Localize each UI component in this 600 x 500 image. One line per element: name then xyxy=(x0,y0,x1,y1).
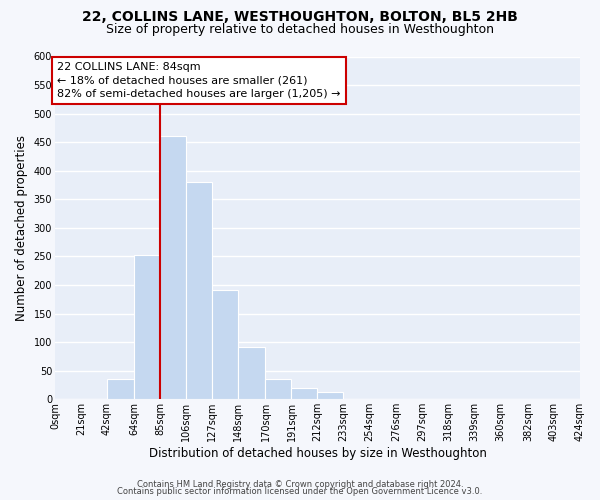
Bar xyxy=(134,256,160,400)
Text: 22, COLLINS LANE, WESTHOUGHTON, BOLTON, BL5 2HB: 22, COLLINS LANE, WESTHOUGHTON, BOLTON, … xyxy=(82,10,518,24)
Bar xyxy=(107,380,134,400)
Text: Contains HM Land Registry data © Crown copyright and database right 2024.: Contains HM Land Registry data © Crown c… xyxy=(137,480,463,489)
X-axis label: Distribution of detached houses by size in Westhoughton: Distribution of detached houses by size … xyxy=(149,447,487,460)
Bar xyxy=(212,290,238,400)
Text: Size of property relative to detached houses in Westhoughton: Size of property relative to detached ho… xyxy=(106,22,494,36)
Bar xyxy=(317,392,343,400)
Y-axis label: Number of detached properties: Number of detached properties xyxy=(15,135,28,321)
Bar xyxy=(186,182,212,400)
Text: 22 COLLINS LANE: 84sqm
← 18% of detached houses are smaller (261)
82% of semi-de: 22 COLLINS LANE: 84sqm ← 18% of detached… xyxy=(58,62,341,98)
Text: Contains public sector information licensed under the Open Government Licence v3: Contains public sector information licen… xyxy=(118,487,482,496)
Bar xyxy=(292,388,317,400)
Bar xyxy=(265,380,292,400)
Bar xyxy=(238,346,265,400)
Bar xyxy=(160,136,186,400)
